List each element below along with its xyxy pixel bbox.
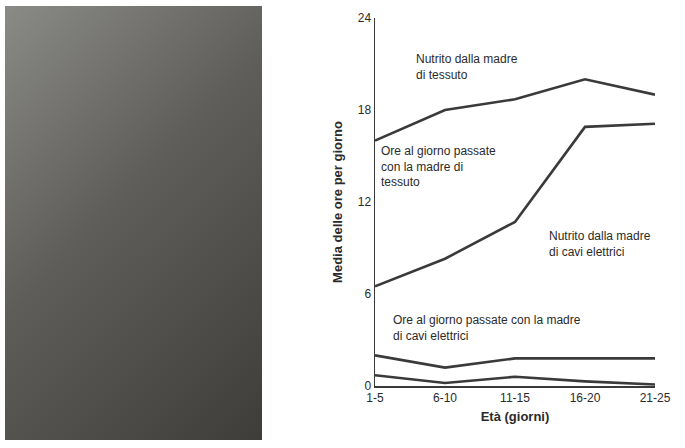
svg-text:0: 0 [364,379,371,393]
svg-text:Età (giorni): Età (giorni) [481,409,550,424]
svg-text:21-25: 21-25 [640,391,671,405]
svg-text:24: 24 [358,11,372,25]
svg-text:12: 12 [358,195,372,209]
svg-text:Media delle ore per giorno: Media delle ore per giorno [330,121,345,283]
svg-text:16-20: 16-20 [570,391,601,405]
svg-text:6: 6 [364,287,371,301]
svg-text:6-10: 6-10 [433,391,457,405]
svg-text:Ore al giorno passate con la m: Ore al giorno passate con la madredi cav… [393,313,581,343]
svg-text:11-15: 11-15 [500,391,530,405]
svg-text:Ore al giorno passatecon la ma: Ore al giorno passatecon la madre ditess… [381,144,496,189]
svg-text:1-5: 1-5 [366,391,384,405]
svg-text:Nutrito dalla madredi cavi ele: Nutrito dalla madredi cavi elettrici [549,229,651,259]
svg-text:Nutrito dalla madredi tessuto: Nutrito dalla madredi tessuto [416,52,518,82]
svg-text:18: 18 [358,103,372,117]
